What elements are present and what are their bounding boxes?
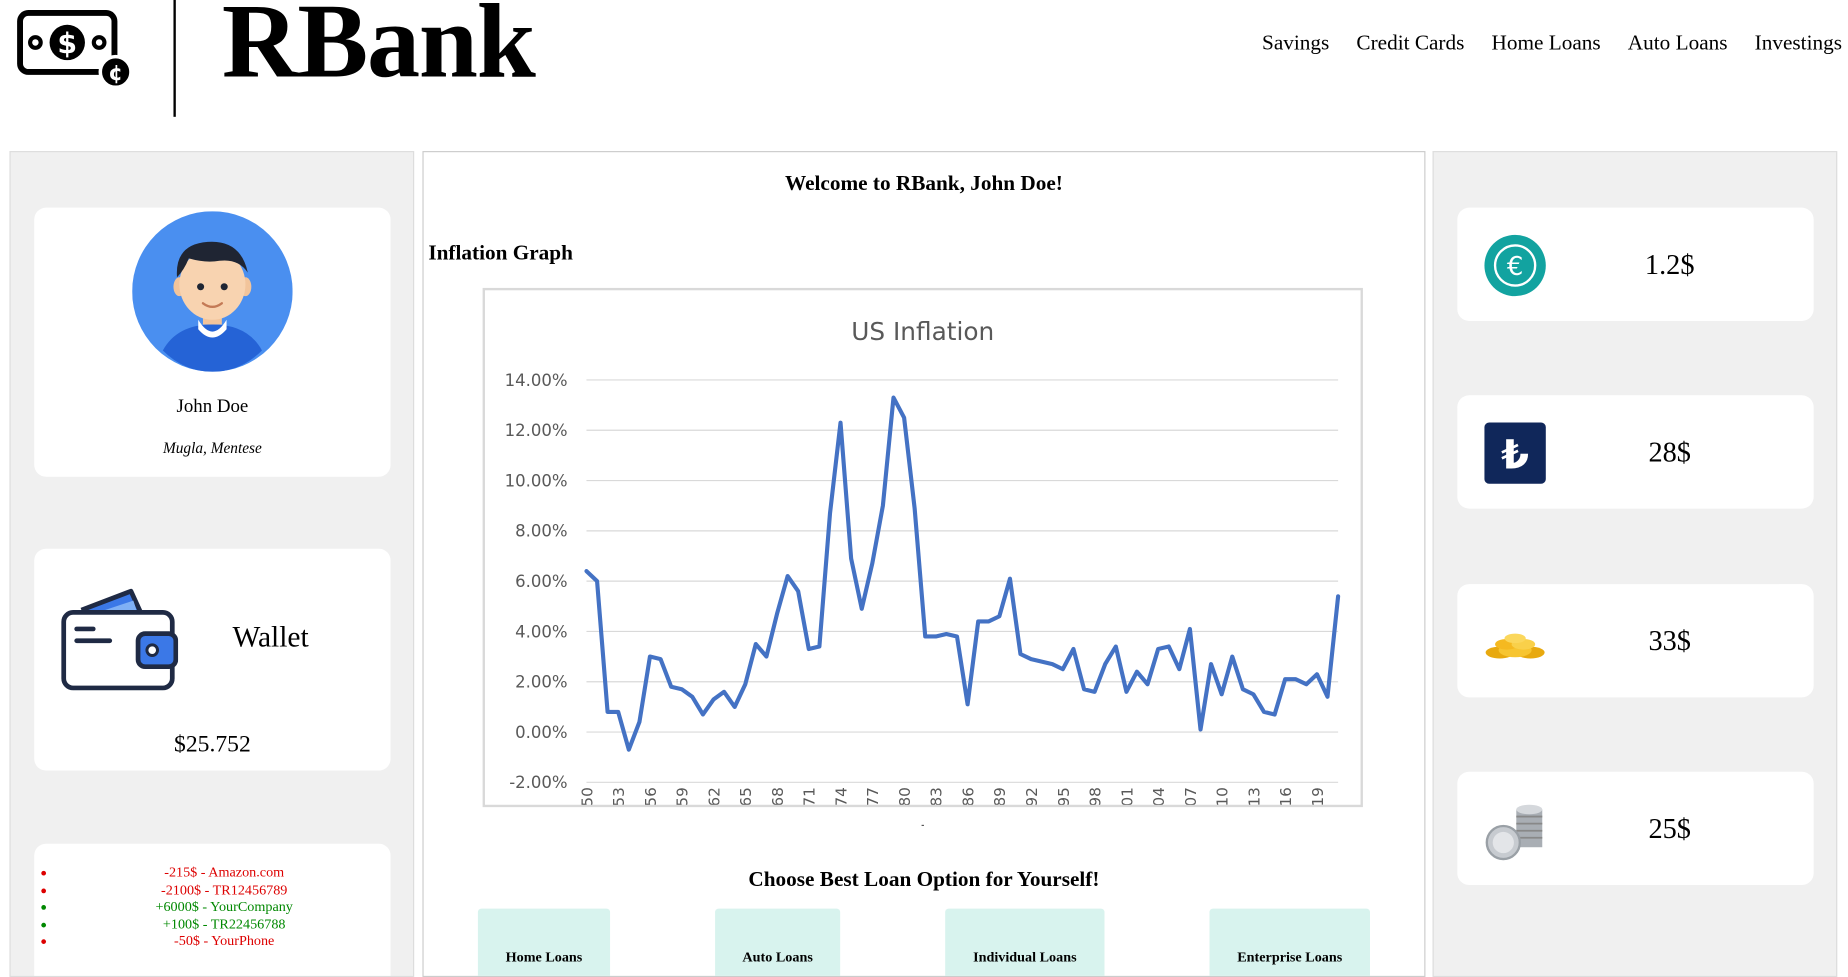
wallet-icon — [61, 588, 179, 691]
wallet-label: Wallet — [232, 621, 309, 654]
y-tick-label: 4.00% — [515, 622, 567, 641]
welcome-heading: Welcome to RBank, John Doe! — [784, 171, 1063, 195]
left-sidebar: John Doe Mugla, Mentese Wallet $25.752 -… — [9, 151, 415, 977]
home-loans-button[interactable]: Home Loans — [477, 908, 611, 976]
wallet-card[interactable]: Wallet $25.752 — [34, 548, 391, 771]
user-name: John Doe — [176, 396, 249, 417]
x-tick-label: 1950 — [578, 787, 596, 805]
loan-heading: Choose Best Loan Option for Yourself! — [748, 867, 1100, 891]
y-tick-label: 10.00% — [505, 471, 568, 490]
y-tick-label: 6.00% — [515, 572, 567, 591]
currency-card-euro[interactable]: € 1.2$ — [1457, 207, 1814, 321]
x-tick-label: 1971 — [801, 787, 819, 805]
brand-name: RBank — [221, 0, 536, 101]
x-tick-label: 2019 — [1309, 787, 1327, 805]
profile-card: John Doe Mugla, Mentese — [34, 207, 391, 477]
currency-card-lira[interactable]: ₺ 28$ — [1457, 395, 1814, 509]
svg-text:$: $ — [57, 27, 77, 60]
transaction-item: +6000$ - YourCompany — [58, 898, 391, 915]
user-location: Mugla, Mentese — [162, 438, 262, 457]
silver-coins-stack-icon — [1485, 804, 1543, 861]
gold-coins-icon — [1485, 633, 1545, 659]
currency-value: 1.2$ — [1644, 250, 1695, 281]
svg-text:₺: ₺ — [1501, 432, 1529, 478]
nav-auto-loans[interactable]: Auto Loans — [1627, 30, 1728, 55]
x-tick-label: 1953 — [610, 787, 628, 805]
nav-savings[interactable]: Savings — [1262, 30, 1330, 55]
user-avatar-icon — [132, 211, 293, 372]
inflation-series-line — [584, 395, 1341, 752]
wallet-amount: $25.752 — [174, 731, 251, 758]
x-tick-label: 1983 — [928, 787, 946, 805]
x-tick-label: 1956 — [642, 787, 660, 805]
separator-dot — [921, 824, 924, 826]
transaction-item: +100$ - TR22456788 — [58, 915, 391, 932]
main-content: Welcome to RBank, John Doe! Inflation Gr… — [422, 151, 1426, 977]
transaction-item: -50$ - YourPhone — [58, 932, 391, 949]
lira-icon: ₺ — [1484, 422, 1546, 484]
x-tick-label: 1965 — [737, 787, 755, 805]
euro-coin-icon: € — [1484, 234, 1546, 297]
svg-text:¢: ¢ — [108, 61, 123, 86]
y-tick-label: -2.00% — [509, 773, 567, 792]
y-tick-label: 12.00% — [505, 421, 568, 440]
svg-text:€: € — [1507, 252, 1524, 282]
currency-value: 33$ — [1648, 626, 1691, 658]
x-tick-label: 1998 — [1087, 787, 1105, 805]
x-tick-label: 2001 — [1118, 787, 1136, 805]
y-tick-label: 8.00% — [515, 522, 567, 541]
money-bill-icon: $ ¢ — [17, 10, 133, 90]
currency-card-silver[interactable]: 25$ — [1457, 771, 1814, 885]
x-tick-label: 1977 — [864, 787, 882, 805]
x-tick-label: 2007 — [1182, 787, 1200, 805]
individual-loans-button[interactable]: Individual Loans — [945, 908, 1105, 976]
nav-investings[interactable]: Investings — [1754, 30, 1842, 55]
x-tick-label: 1962 — [705, 787, 723, 805]
graph-heading: Inflation Graph — [428, 240, 573, 265]
x-tick-label: 2016 — [1277, 787, 1295, 805]
currency-card-gold[interactable]: 33$ — [1457, 584, 1814, 698]
nav-home-loans[interactable]: Home Loans — [1491, 30, 1601, 55]
transaction-list: -215$ - Amazon.com -2100$ - TR12456789 +… — [34, 844, 390, 950]
y-tick-label: 14.00% — [505, 371, 568, 390]
enterprise-loans-button[interactable]: Enterprise Loans — [1209, 908, 1370, 976]
y-tick-label: 0.00% — [515, 723, 567, 742]
x-tick-label: 1974 — [832, 787, 850, 805]
chart-title: US Inflation — [851, 317, 994, 346]
transactions-card: -215$ - Amazon.com -2100$ - TR12456789 +… — [34, 843, 391, 976]
x-tick-label: 1986 — [959, 787, 977, 805]
x-tick-label: 1989 — [991, 787, 1009, 805]
x-tick-label: 1995 — [1055, 787, 1073, 805]
auto-loans-button[interactable]: Auto Loans — [715, 908, 841, 976]
transaction-item: -215$ - Amazon.com — [58, 864, 391, 881]
x-tick-label: 1992 — [1023, 787, 1041, 805]
inflation-chart: US Inflation 14.00% 12.00% 10.00% 8.00% 6.00%… — [482, 287, 1363, 808]
x-tick-label: 1968 — [769, 787, 787, 805]
x-tick-label: 2004 — [1150, 787, 1168, 805]
currency-value: 28$ — [1648, 437, 1691, 469]
main-nav: Savings Credit Cards Home Loans Auto Loa… — [1262, 31, 1842, 56]
currency-value: 25$ — [1648, 814, 1691, 845]
logo-divider — [173, 0, 176, 117]
x-tick-label: 1980 — [896, 787, 914, 805]
right-sidebar: € 1.2$ ₺ 28$ 33$ — [1432, 151, 1838, 977]
header: $ ¢ RBank Savings Credit Cards Home Loan… — [0, 0, 1847, 130]
x-tick-label: 2010 — [1214, 787, 1232, 805]
transaction-item: -2100$ - TR12456789 — [58, 881, 391, 898]
y-tick-label: 2.00% — [515, 673, 567, 692]
x-tick-label: 2013 — [1245, 787, 1263, 805]
nav-credit-cards[interactable]: Credit Cards — [1356, 30, 1465, 55]
inflation-chart-svg: US Inflation 14.00% 12.00% 10.00% 8.00% 6.00%… — [505, 317, 1341, 805]
x-tick-label: 1959 — [674, 787, 692, 805]
